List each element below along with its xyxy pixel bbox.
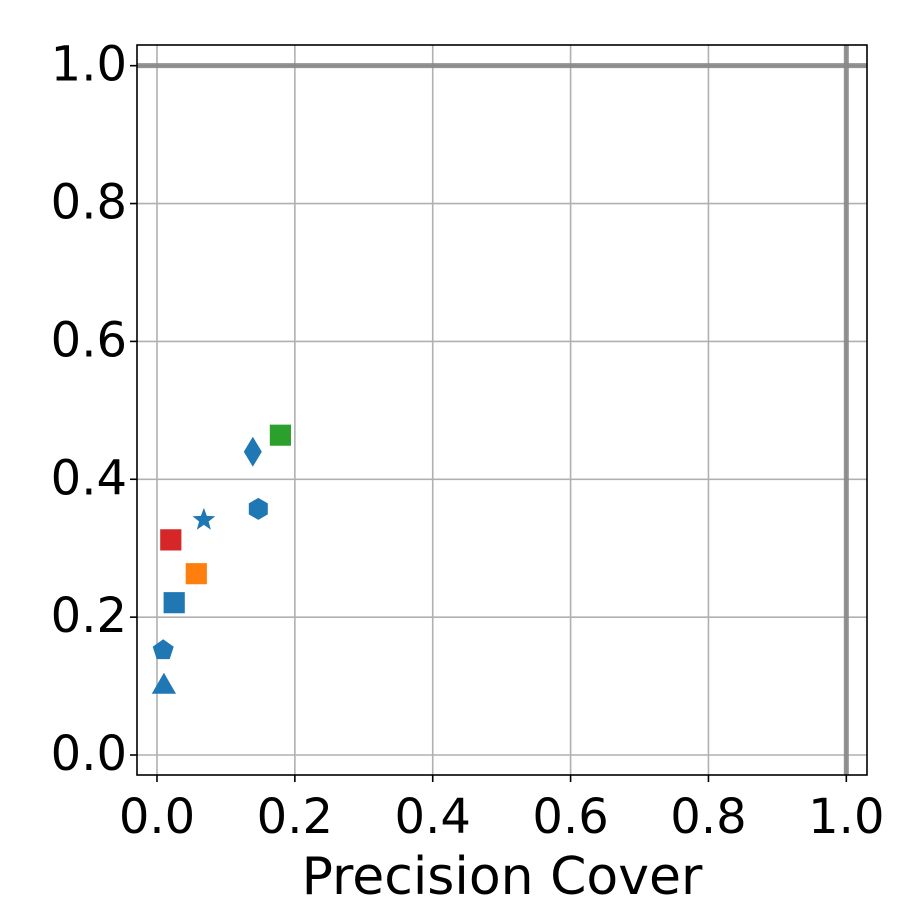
y-tick-label: 0.0 (51, 726, 127, 782)
point (185, 563, 207, 585)
point (163, 592, 185, 614)
x-tick-label: 1.0 (808, 789, 884, 845)
point (243, 436, 262, 467)
x-tick-label: 0.0 (119, 789, 195, 845)
point (160, 529, 182, 551)
y-tick-label: 1.0 (51, 37, 127, 93)
point (192, 507, 216, 530)
point (269, 424, 291, 446)
x-tick-label: 0.2 (257, 789, 333, 845)
x-tick-label: 0.6 (532, 789, 608, 845)
y-tick-label: 0.4 (51, 450, 127, 506)
point (151, 672, 176, 694)
y-tick-label: 0.2 (51, 588, 127, 644)
y-tick-label: 0.8 (51, 175, 127, 231)
point (248, 497, 268, 520)
x-tick-label: 0.4 (395, 789, 471, 845)
point (152, 639, 174, 660)
plot-frame (136, 44, 868, 776)
x-tick-label: 0.8 (670, 789, 746, 845)
y-tick-label: 0.6 (51, 312, 127, 368)
x-axis-label: Precision Cover (302, 847, 703, 907)
